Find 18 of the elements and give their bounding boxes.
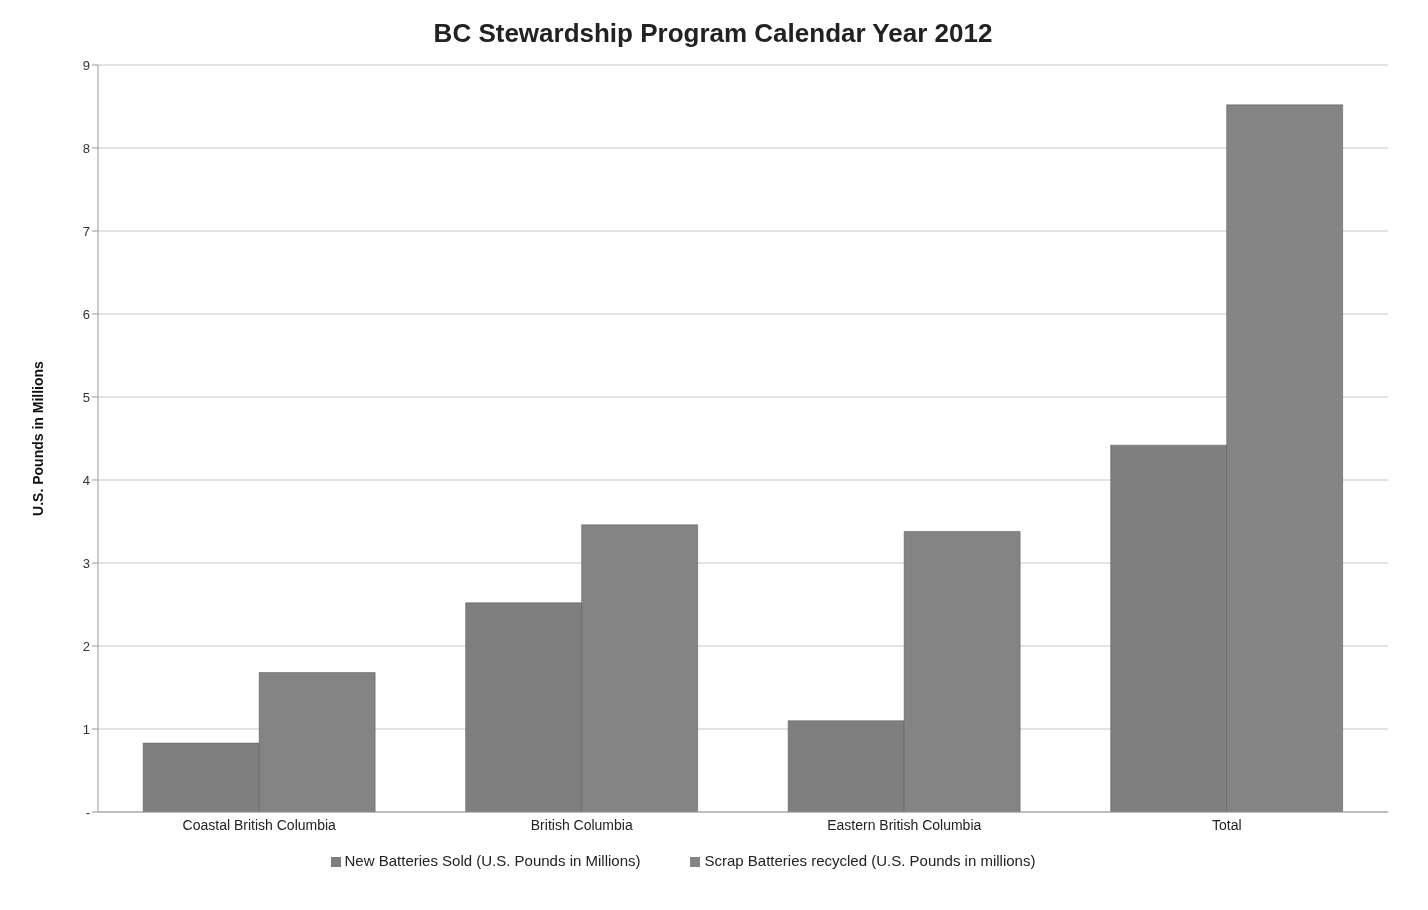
y-tick-label: 5 [82, 389, 90, 405]
y-tick-label: 3 [82, 555, 90, 571]
y-axis-title: U.S. Pounds in Millions [29, 360, 46, 516]
y-tick-label: 7 [82, 223, 90, 239]
legend-label: New Batteries Sold (U.S. Pounds in Millions) [344, 852, 641, 869]
x-tick-label: British Columbia [530, 816, 633, 833]
x-tick-label: Total [1211, 816, 1242, 833]
legend-label: Scrap Batteries recycled (U.S. Pounds in millions) [704, 852, 1036, 869]
y-tick-label: 4 [82, 472, 90, 488]
y-tick-label: 6 [82, 306, 90, 322]
x-tick-label: Coastal British Columbia [182, 816, 337, 833]
y-tick-label: 1 [82, 721, 90, 737]
chart-title: BC Stewardship Program Calendar Year 2012 [432, 18, 994, 49]
y-tick-label: - [85, 804, 90, 820]
y-tick-label: 9 [82, 57, 90, 73]
y-tick-label: 8 [82, 140, 90, 156]
y-tick-label: 2 [82, 638, 90, 654]
x-tick-label: Eastern British Columbia [827, 816, 982, 833]
